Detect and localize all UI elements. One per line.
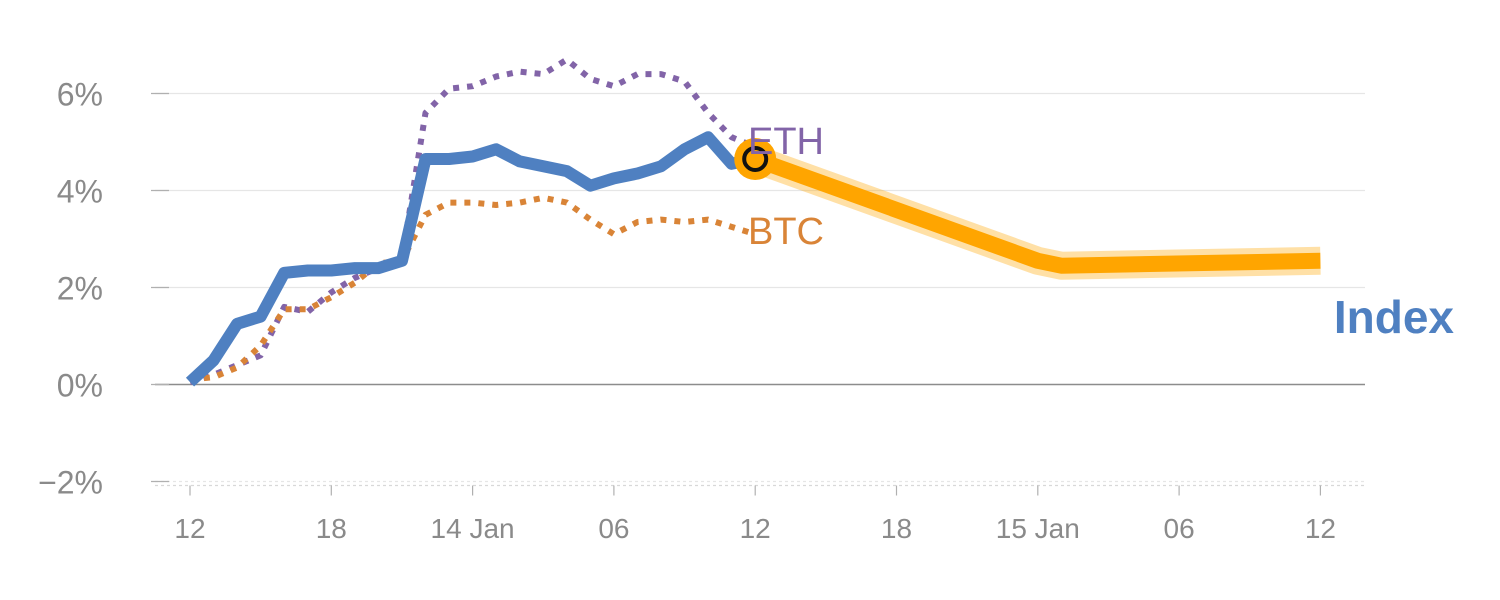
btc-series-label: BTC: [748, 211, 824, 253]
y-tick-label: 6%: [57, 77, 103, 113]
eth-line: [189, 56, 757, 385]
x-tick-label: 18: [881, 513, 912, 544]
x-tick-label: 06: [598, 513, 629, 544]
current-point-marker: [742, 145, 769, 172]
index-series-label: Index: [1334, 291, 1455, 343]
x-tick-label: 06: [1164, 513, 1195, 544]
index-forecast-band: [750, 145, 1321, 280]
y-tick-label: 4%: [57, 174, 103, 210]
y-tick-label: 0%: [57, 368, 103, 404]
index-line: [185, 131, 757, 387]
eth-series-label: ETH: [748, 121, 824, 163]
current-point-marker-group: [734, 137, 777, 180]
x-tick-label: 12: [740, 513, 771, 544]
series-lines: [185, 56, 1321, 387]
x-tick-label: 12: [1305, 513, 1336, 544]
x-tick-label: 14 Jan: [431, 513, 515, 544]
btc-line: [189, 194, 757, 383]
gridlines: [151, 92, 1365, 483]
y-axis: −2% 0% 2% 4% 6%: [38, 77, 103, 501]
x-axis: 12 18 14 Jan 06 12 18 15 Jan 06 12: [155, 484, 1365, 544]
x-tick-label: 15 Jan: [996, 513, 1080, 544]
x-tick-label: 12: [174, 513, 205, 544]
marker-halo: [734, 137, 777, 180]
x-tick-label: 18: [316, 513, 347, 544]
y-tick-label: −2%: [38, 465, 103, 501]
y-tick-label: 2%: [57, 271, 103, 307]
index-forecast-line: [752, 151, 1321, 274]
